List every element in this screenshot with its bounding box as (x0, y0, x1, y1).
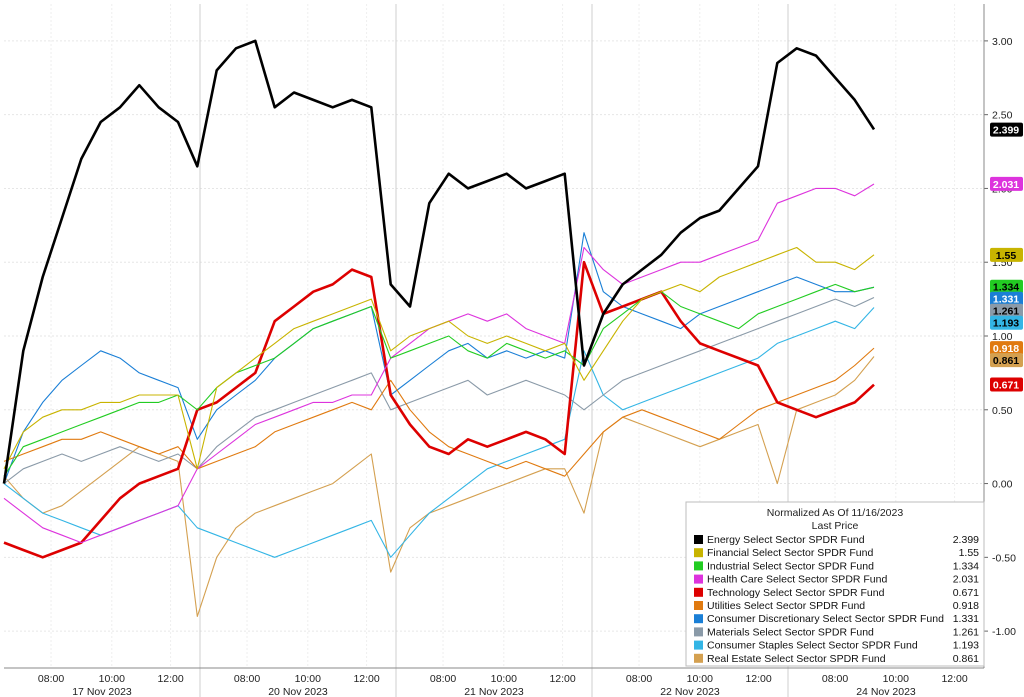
last-price-value: 2.399 (993, 125, 1019, 137)
y-tick-label: 0.50 (992, 405, 1013, 417)
x-tick-label: 12:00 (549, 673, 575, 685)
x-tick-label: 08:00 (822, 673, 848, 685)
x-tick-label: 10:00 (883, 673, 909, 685)
last-price-badge (990, 377, 1023, 392)
legend-title: Normalized As Of 11/16/2023 (767, 507, 904, 519)
day-label: 24 Nov 2023 (856, 686, 916, 697)
series-lines (2, 39, 876, 617)
x-tick-label: 10:00 (491, 673, 517, 685)
last-price-value: 0.861 (993, 355, 1019, 367)
series-line (2, 39, 876, 484)
day-label: 22 Nov 2023 (660, 686, 720, 697)
last-price-value: 1.334 (993, 282, 1019, 294)
last-price-badge (990, 247, 1023, 262)
legend-last-value: 1.55 (959, 547, 980, 559)
legend-series-name: Materials Select Sector SPDR Fund (707, 626, 874, 638)
y-tick-label: 2.50 (992, 110, 1013, 122)
legend-swatch (694, 653, 703, 663)
y-tick-label: -0.50 (992, 552, 1016, 564)
series-line (3, 283, 875, 477)
legend-swatch (694, 548, 703, 558)
legend-series-name: Energy Select Sector SPDR Fund (707, 534, 865, 546)
last-price-value: 1.331 (993, 294, 1019, 306)
legend-series-name: Consumer Discretionary Select Sector SPD… (707, 613, 944, 625)
legend-last-value: 2.031 (953, 574, 979, 586)
last-price-value: 1.55 (996, 250, 1017, 262)
series-line (3, 260, 875, 559)
legend-last-value: 1.193 (953, 640, 979, 652)
last-price-value: 1.261 (993, 306, 1019, 318)
legend-swatch (694, 627, 703, 637)
day-label: 20 Nov 2023 (268, 686, 328, 697)
legend-series-name: Financial Select Sector SPDR Fund (707, 547, 873, 559)
x-tick-label: 12:00 (353, 673, 379, 685)
legend-subtitle: Last Price (812, 520, 859, 532)
last-price-badge (990, 303, 1023, 318)
series-line (3, 297, 875, 485)
series-line (3, 232, 875, 484)
legend-last-value: 1.331 (953, 613, 979, 625)
legend-swatch (694, 614, 703, 624)
legend-last-value: 0.671 (953, 587, 979, 599)
legend-box (685, 501, 985, 667)
legend-series-name: Technology Select Sector SPDR Fund (707, 587, 885, 599)
legend-series-name: Real Estate Select Sector SPDR Fund (707, 653, 886, 665)
day-label: 17 Nov 2023 (72, 686, 132, 697)
legend-swatch (694, 561, 703, 571)
legend-last-value: 0.861 (953, 653, 979, 665)
last-price-badge (990, 122, 1023, 137)
x-tick-label: 12:00 (941, 673, 967, 685)
x-tick-label: 10:00 (99, 673, 125, 685)
y-tick-label: -1.00 (992, 626, 1016, 638)
last-price-badge (990, 176, 1023, 191)
last-price-badge (990, 291, 1023, 306)
legend-swatch (694, 574, 703, 584)
x-tick-label: 08:00 (430, 673, 456, 685)
legend-last-value: 1.334 (953, 560, 979, 572)
legend-swatch (694, 640, 703, 650)
last-price-value: 0.671 (993, 380, 1019, 392)
last-price-badge (990, 353, 1023, 368)
last-price-badges: 2.3992.0311.551.3341.3311.2611.1930.9180… (990, 122, 1023, 392)
legend-last-value: 2.399 (953, 534, 979, 546)
last-price-badge (990, 341, 1023, 356)
x-tick-label: 10:00 (687, 673, 713, 685)
legend-items: Energy Select Sector SPDR Fund 2.399 Finan… (694, 534, 979, 665)
legend: Normalized As Of 11/16/2023 Last Price E… (685, 501, 985, 667)
series-line (3, 347, 875, 477)
last-price-value: 0.918 (993, 343, 1019, 355)
series-line (3, 246, 875, 470)
x-tick-label: 12:00 (745, 673, 771, 685)
x-tick-label: 10:00 (295, 673, 321, 685)
y-tick-label: 0.00 (992, 479, 1013, 491)
legend-last-value: 0.918 (953, 600, 979, 612)
last-price-value: 2.031 (993, 179, 1019, 191)
x-tick-label: 08:00 (626, 673, 652, 685)
x-tick-label: 08:00 (234, 673, 260, 685)
legend-series-name: Industrial Select Sector SPDR Fund (707, 560, 874, 572)
x-tick-label: 08:00 (38, 673, 64, 685)
legend-series-name: Health Care Select Sector SPDR Fund (707, 574, 887, 586)
legend-swatch (694, 601, 703, 610)
legend-last-value: 1.261 (953, 626, 979, 638)
y-axis: -1.00-0.500.000.501.001.502.002.503.00 (983, 4, 1016, 668)
last-price-badge (990, 279, 1023, 294)
x-tick-label: 12:00 (157, 673, 183, 685)
last-price-value: 1.193 (993, 318, 1019, 330)
last-price-badge (990, 315, 1023, 330)
y-tick-label: 1.00 (992, 331, 1013, 343)
legend-swatch (694, 535, 703, 544)
legend-swatch (694, 587, 703, 597)
day-label: 21 Nov 2023 (464, 686, 524, 697)
legend-series-name: Utilities Select Sector SPDR Fund (707, 600, 865, 612)
legend-series-name: Consumer Staples Select Sector SPDR Fund (707, 640, 918, 652)
x-axis: 08:00 10:00 12:00 17 Nov 2023 08:00 10:00 12:0… (4, 667, 984, 697)
y-tick-label: 3.00 (992, 36, 1013, 48)
